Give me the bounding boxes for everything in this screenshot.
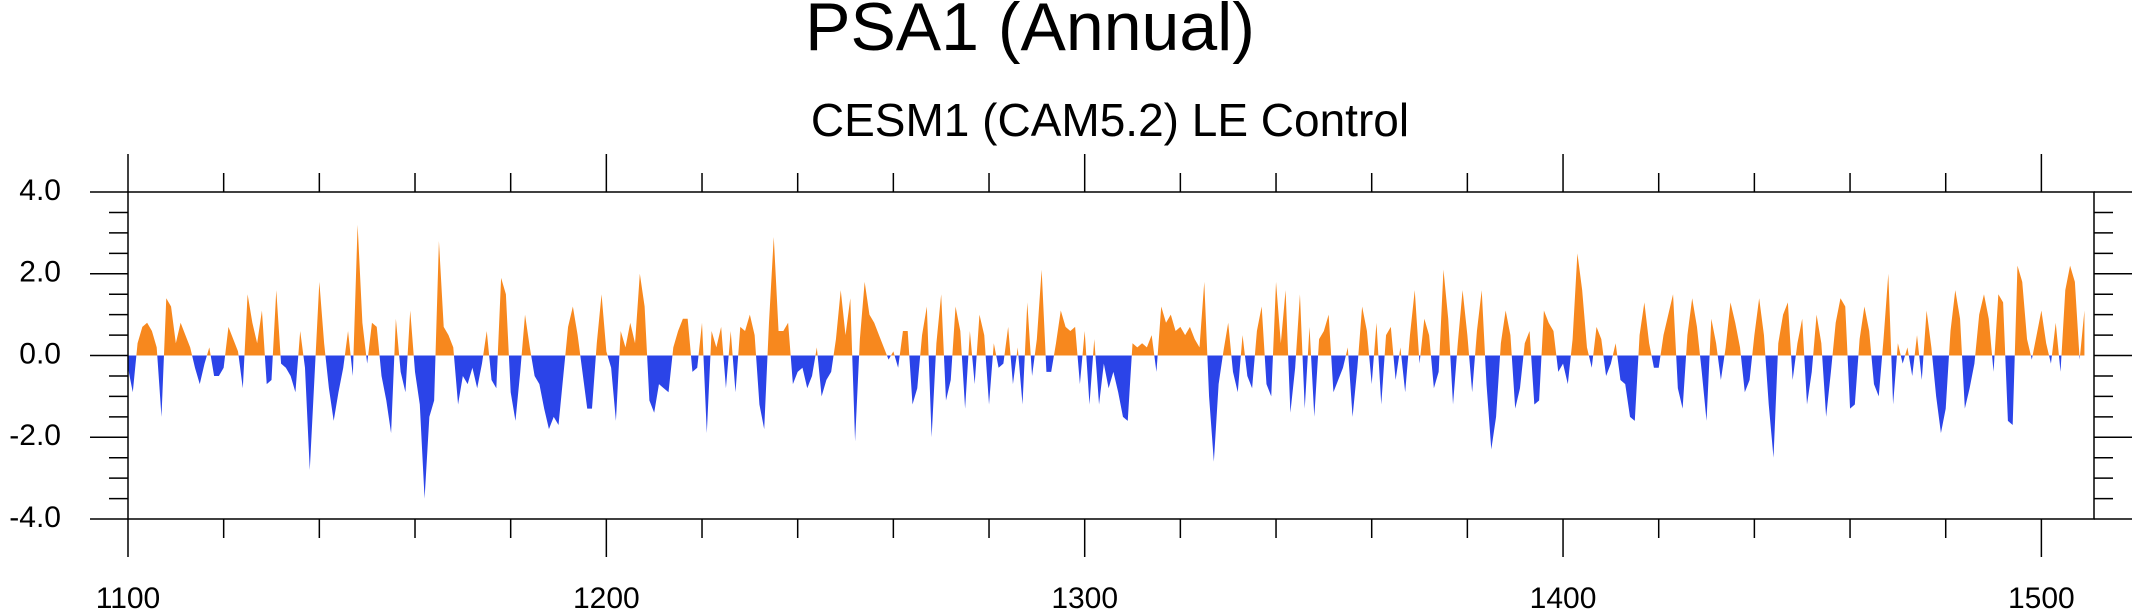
- x-tick-label: 1400: [1530, 582, 1597, 613]
- x-tick-label: 1200: [573, 582, 640, 613]
- y-tick-label: 2.0: [19, 256, 61, 289]
- x-tick-label: 1500: [2008, 582, 2075, 613]
- x-tick-label: 1100: [96, 582, 161, 613]
- chart-subtitle: CESM1 (CAM5.2) LE Control: [811, 94, 1409, 146]
- y-tick-label: -4.0: [9, 501, 61, 534]
- y-tick-label: 0.0: [19, 337, 61, 370]
- area: [128, 224, 2085, 499]
- y-tick-label: -2.0: [9, 419, 61, 452]
- x-tick-label: 1300: [1051, 582, 1118, 613]
- chart-title: PSA1 (Annual): [805, 0, 1255, 65]
- y-tick-label: 4.0: [19, 174, 61, 207]
